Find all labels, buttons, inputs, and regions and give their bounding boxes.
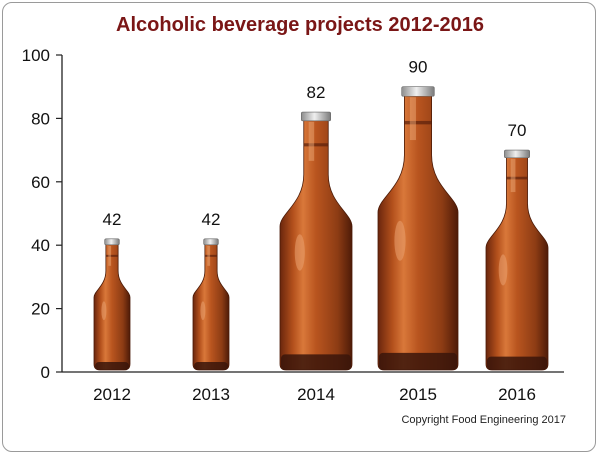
bottle-base [95,362,129,370]
y-tick-label: 60 [31,173,50,192]
x-tick-label: 2015 [399,385,437,404]
data-label: 70 [508,121,527,140]
glass-highlight [200,301,206,321]
bottle-base [194,362,228,370]
bottle-bar-2014 [279,111,353,371]
bottle-bar-2015 [377,86,459,371]
x-tick-label: 2016 [498,385,536,404]
bottle-cap [504,149,530,159]
chart-title: Alcoholic beverage projects 2012-2016 [116,14,484,36]
y-tick-label: 20 [31,300,50,319]
bottle-base [281,354,351,370]
glass-highlight [294,234,305,271]
y-tick-label: 0 [41,363,50,382]
y-tick-label: 100 [22,46,50,65]
neck-highlight [510,158,516,193]
x-tick-label: 2014 [297,385,335,404]
x-tick-label: 2013 [192,385,230,404]
neck-highlight [108,245,112,266]
bottle-cap [301,111,331,122]
y-tick-label: 40 [31,236,50,255]
neck-band [303,143,329,147]
x-tick-label: 2012 [93,385,131,404]
bottle-body [192,243,230,371]
bottle-body [93,243,131,371]
data-label: 82 [307,83,326,102]
glass-highlight [394,220,406,261]
bottle-body [377,94,459,371]
neck-band [404,120,432,125]
neck-band [105,254,119,257]
bottle-cap [104,238,120,246]
bottle-body [485,156,549,371]
glass-highlight [498,254,508,286]
neck-band [204,254,218,257]
glass-highlight [101,301,107,321]
bottle-bar-2012 [93,238,131,371]
data-label: 42 [202,210,221,229]
neck-highlight [308,121,315,161]
data-label: 42 [103,210,122,229]
copyright-note: Copyright Food Engineering 2017 [401,414,566,426]
y-tick-label: 80 [31,109,50,128]
bottle-body [279,119,353,371]
bottle-base [487,356,547,370]
bottle-bar-2016 [485,149,549,371]
neck-highlight [207,245,211,266]
bottle-base [379,352,457,370]
bottle-cap [401,86,435,97]
bottle-cap [203,238,219,246]
bottle-bar-2013 [192,238,230,371]
neck-band [506,176,528,180]
data-label: 90 [409,58,428,77]
neck-highlight [409,97,416,141]
